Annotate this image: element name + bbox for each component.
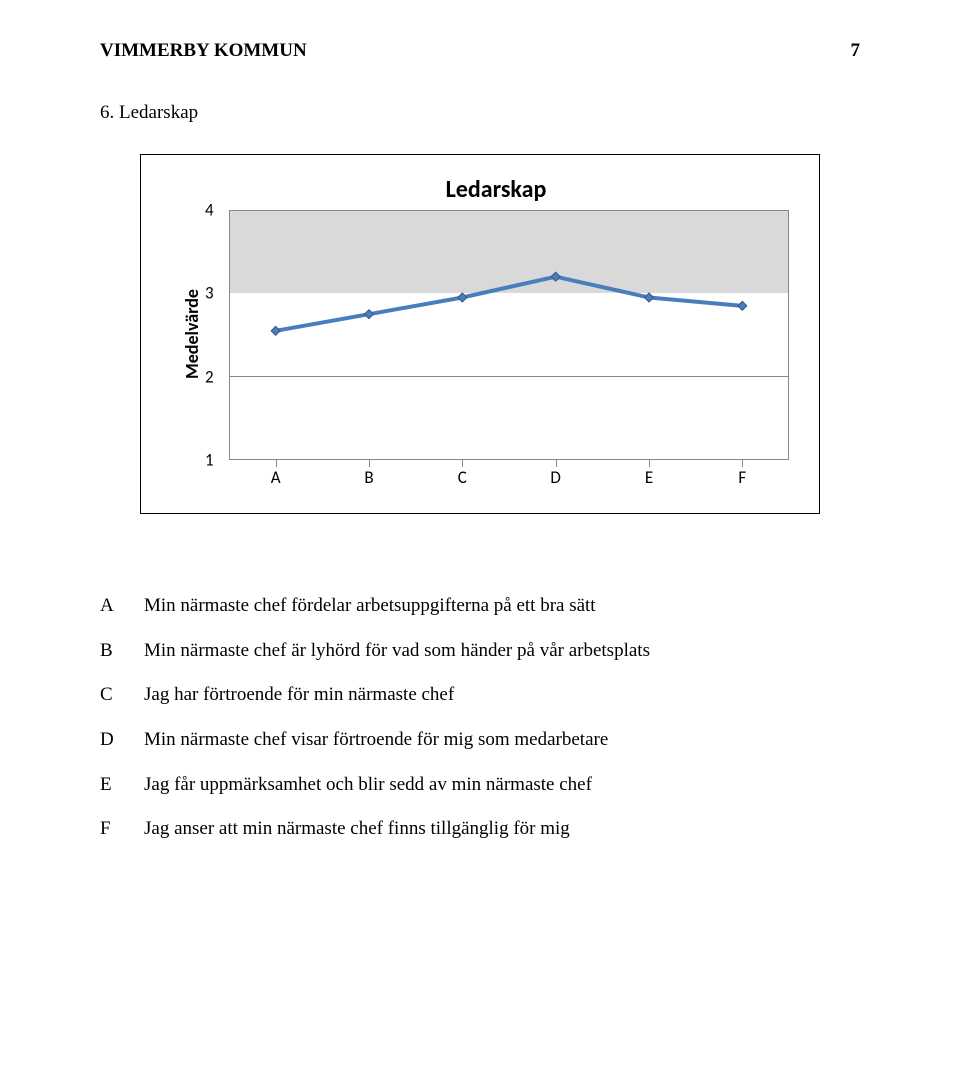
x-tick-label: B: [364, 467, 373, 488]
definition-text: Jag får uppmärksamhet och blir sedd av m…: [144, 763, 860, 808]
page-number: 7: [851, 40, 861, 62]
definition-key: F: [100, 807, 144, 852]
y-tick-label: 3: [205, 283, 214, 304]
x-tick-label: D: [550, 467, 560, 488]
definition-key: D: [100, 718, 144, 763]
section-title: 6. Ledarskap: [100, 102, 860, 124]
definition-key: C: [100, 673, 144, 718]
chart-title: Ledarskap: [201, 175, 791, 204]
x-tick-mark: [556, 460, 557, 467]
definition-text: Jag har förtroende för min närmaste chef: [144, 673, 860, 718]
x-tick-label: E: [645, 467, 653, 488]
definition-text: Jag anser att min närmaste chef finns ti…: [144, 807, 860, 852]
y-tick-label: 4: [205, 200, 214, 221]
y-axis-label: Medelvärde: [181, 289, 203, 379]
org-name: VIMMERBY KOMMUN: [100, 40, 307, 62]
plot-area: 4 3 2 1 A B C D E F: [229, 210, 789, 460]
x-tick-mark: [369, 460, 370, 467]
definition-row: D Min närmaste chef visar förtroende för…: [100, 718, 860, 763]
definition-text: Min närmaste chef fördelar arbetsuppgift…: [144, 584, 860, 629]
definition-key: B: [100, 629, 144, 674]
definition-key: E: [100, 763, 144, 808]
x-tick-mark: [462, 460, 463, 467]
page-header: VIMMERBY KOMMUN 7: [100, 40, 860, 62]
x-tick-label: F: [738, 467, 746, 488]
chart-series: [229, 210, 789, 460]
definition-row: B Min närmaste chef är lyhörd för vad so…: [100, 629, 860, 674]
x-tick-label: C: [458, 467, 467, 488]
x-tick-mark: [649, 460, 650, 467]
y-tick-label: 1: [205, 450, 214, 471]
definition-row: C Jag har förtroende för min närmaste ch…: [100, 673, 860, 718]
x-tick-label: A: [271, 467, 281, 488]
definitions-list: A Min närmaste chef fördelar arbetsuppgi…: [100, 584, 860, 852]
page-container: VIMMERBY KOMMUN 7 6. Ledarskap Ledarskap…: [0, 0, 960, 892]
definition-row: E Jag får uppmärksamhet och blir sedd av…: [100, 763, 860, 808]
chart-container: Ledarskap Medelvärde 4 3 2 1 A B C D: [140, 154, 820, 514]
definition-key: A: [100, 584, 144, 629]
definition-text: Min närmaste chef är lyhörd för vad som …: [144, 629, 860, 674]
definition-row: F Jag anser att min närmaste chef finns …: [100, 807, 860, 852]
y-tick-label: 2: [205, 366, 214, 387]
x-tick-mark: [276, 460, 277, 467]
definition-text: Min närmaste chef visar förtroende för m…: [144, 718, 860, 763]
definition-row: A Min närmaste chef fördelar arbetsuppgi…: [100, 584, 860, 629]
x-tick-mark: [742, 460, 743, 467]
